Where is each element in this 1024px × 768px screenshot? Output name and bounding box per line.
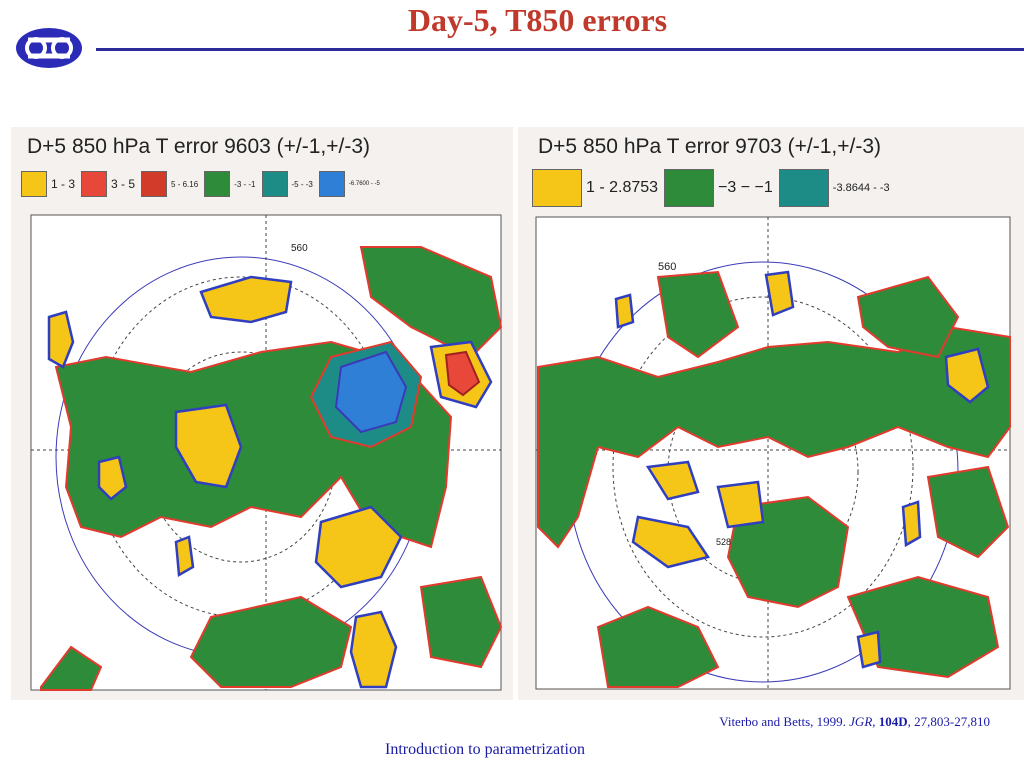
- citation-authors: Viterbo and Betts, 1999.: [719, 714, 846, 729]
- map-title: D+5 850 hPa T error 9603 (+/-1,+/-3): [27, 135, 371, 158]
- legend-swatch-3: [778, 169, 829, 207]
- legend-swatch-1: [532, 169, 582, 207]
- legend-swatch-4: [204, 171, 231, 197]
- legend-label: 3 - 5: [111, 177, 136, 191]
- legend-label: 1 - 2.8753: [586, 179, 659, 196]
- legend-label: -6.7600 - -5: [348, 181, 380, 187]
- legend-label: 5 - 6.16: [171, 179, 199, 189]
- legend-swatch-2: [81, 171, 108, 197]
- legend-swatch-6: [318, 171, 345, 197]
- legend-label: −3 − −1: [718, 179, 773, 196]
- legend-label: -3.8644 - -3: [832, 182, 890, 194]
- map-plot: 560: [30, 214, 503, 691]
- map-plot: 560 528: [535, 216, 1011, 690]
- contour-label: 560: [291, 243, 308, 254]
- citation: Viterbo and Betts, 1999. JGR, 104D, 27,8…: [719, 714, 990, 729]
- map-panel-9703: D+5 850 hPa T error 9703 (+/-1,+/-3) 1 -…: [518, 127, 1024, 700]
- legend-label: -3 - -1: [234, 179, 256, 189]
- citation-journal: JGR: [849, 714, 873, 729]
- legend-swatch-3: [141, 171, 168, 197]
- citation-pages: 27,803-27,810: [914, 714, 990, 729]
- legend-swatch-5: [261, 171, 288, 197]
- contour-label: 560: [658, 261, 676, 273]
- slide-footer: Introduction to parametrization: [385, 741, 585, 758]
- map-panel-9603: D+5 850 hPa T error 9603 (+/-1,+/-3) 1 -…: [11, 127, 513, 700]
- map-legend: 1 - 2.8753 −3 − −1 -3.8644 - -3: [532, 169, 896, 207]
- legend-swatch-2: [664, 169, 715, 207]
- ecmwf-logo: [14, 26, 84, 75]
- citation-volume: 104D: [878, 714, 908, 729]
- map-legend: 1 - 3 3 - 5 5 - 6.16 -3 - -1 -5 - -3 -6.…: [21, 171, 386, 197]
- title-rule: [96, 48, 1024, 51]
- legend-label: -5 - -3: [291, 179, 313, 189]
- contour-label: 528: [716, 537, 731, 547]
- legend-swatch-1: [21, 171, 47, 197]
- legend-label: 1 - 3: [51, 177, 76, 191]
- map-title: D+5 850 hPa T error 9703 (+/-1,+/-3): [538, 135, 882, 158]
- slide-title: Day-5, T850 errors: [407, 2, 668, 38]
